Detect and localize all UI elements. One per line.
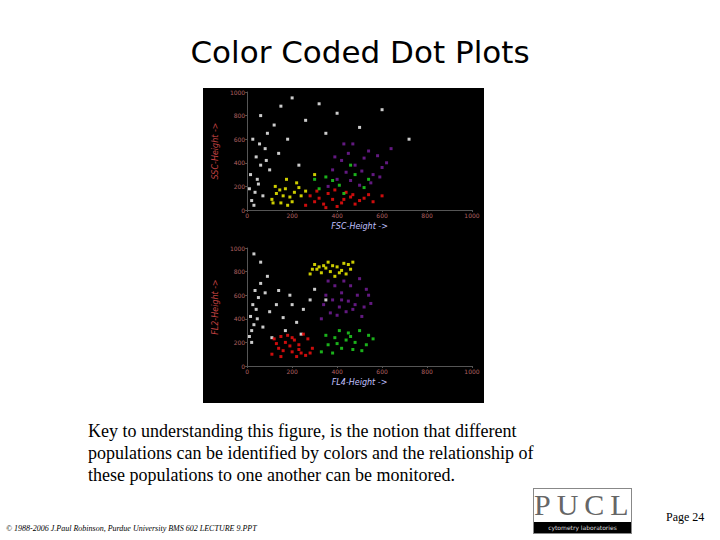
svg-text:0: 0 (241, 362, 246, 370)
html-text:PUCL: PUCL (534, 488, 635, 521)
html-text:populations can be identified: populations can be identified by colors … (88, 443, 534, 463)
svg-text:200: 200 (286, 368, 298, 375)
svg-text:200: 200 (234, 183, 246, 190)
html-text:these populations to one anoth: these populations to one another can be … (88, 465, 455, 485)
svg-text:600: 600 (376, 212, 388, 219)
svg-text:1000: 1000 (230, 89, 245, 96)
html-text:© 1988-2006 J.Paul Robinson, P: © 1988-2006 J.Paul Robinson, Purdue Univ… (6, 524, 257, 533)
svg-text:400: 400 (331, 368, 343, 375)
svg-text:800: 800 (421, 212, 433, 219)
svg-text:800: 800 (234, 268, 246, 275)
html-text:Key to understanding this figu: Key to understanding this figure, is the… (88, 421, 517, 441)
svg-text:FSC-Height ->: FSC-Height -> (331, 222, 388, 231)
svg-text:600: 600 (234, 136, 246, 143)
html-text:Color Coded Dot Plots: Color Coded Dot Plots (190, 34, 530, 70)
svg-text:600: 600 (234, 292, 246, 299)
svg-text:1000: 1000 (464, 212, 479, 219)
svg-text:400: 400 (234, 315, 246, 322)
svg-text:0: 0 (241, 206, 246, 214)
svg-text:FL4-Height ->: FL4-Height -> (332, 378, 388, 387)
svg-text:SSC-Height ->: SSC-Height -> (211, 123, 220, 180)
svg-text:800: 800 (234, 112, 246, 119)
svg-text:200: 200 (234, 339, 246, 346)
svg-text:400: 400 (331, 212, 343, 219)
html-text:Page 24: Page 24 (666, 510, 705, 524)
svg-text:1000: 1000 (230, 245, 245, 252)
svg-text:600: 600 (376, 368, 388, 375)
svg-text:0: 0 (245, 212, 249, 219)
svg-text:800: 800 (421, 368, 433, 375)
html-text:cytometry laboratories: cytometry laboratories (548, 524, 617, 531)
svg-text:200: 200 (286, 212, 298, 219)
svg-text:0: 0 (245, 368, 249, 375)
svg-text:FL2-Height ->: FL2-Height -> (211, 279, 220, 335)
svg-text:400: 400 (234, 159, 246, 166)
svg-text:1000: 1000 (464, 368, 479, 375)
